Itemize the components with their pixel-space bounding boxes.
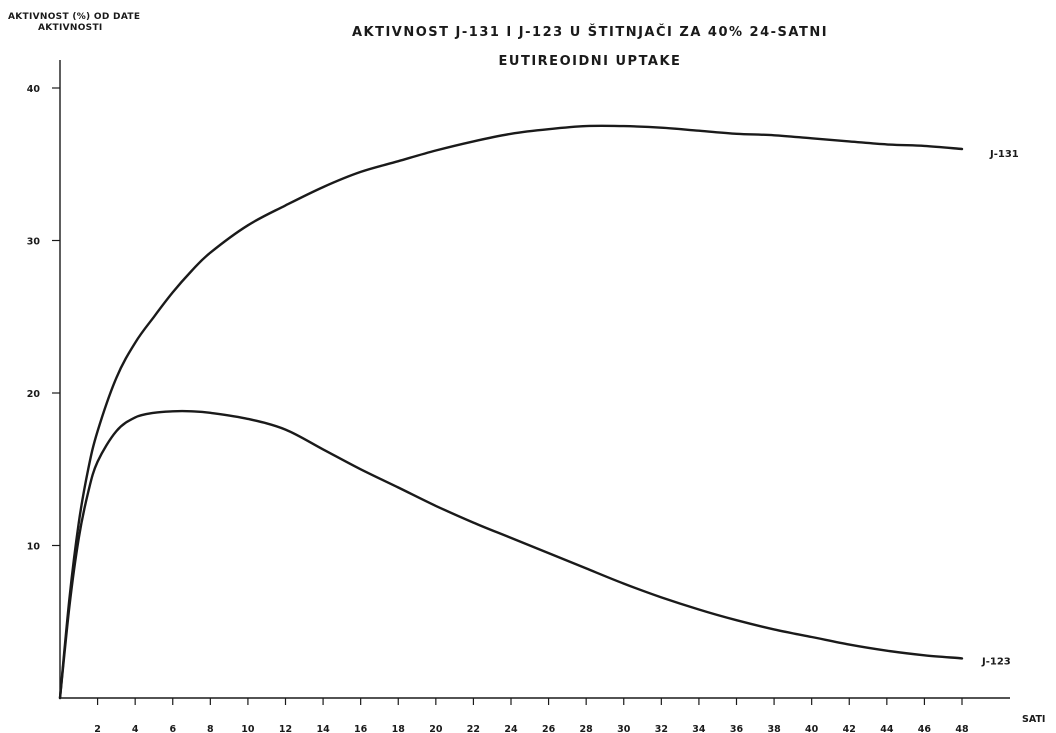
y-ticks: 10 20 30 40: [27, 84, 60, 553]
y-tick-label-40: 40: [27, 84, 41, 95]
x-tick-label-48: 48: [955, 724, 969, 733]
x-tick-label-26: 26: [542, 724, 556, 733]
x-tick-label-6: 6: [169, 724, 176, 733]
x-tick-label-24: 24: [504, 724, 518, 733]
x-tick-label-18: 18: [392, 724, 406, 733]
x-tick-label-38: 38: [767, 724, 781, 733]
x-tick-label-46: 46: [918, 724, 932, 733]
x-tick-label-12: 12: [279, 724, 292, 733]
x-tick-label-34: 34: [692, 724, 706, 733]
series-line-j-123: [58, 409, 964, 700]
x-tick-label-4: 4: [132, 724, 139, 733]
x-tick-label-14: 14: [316, 724, 330, 733]
x-ticks: 2 4 6 8 10 12 14 16 18 20 22 24 26 28 30 32 34 36 38 40 42 44…: [94, 698, 969, 733]
y-axis-label-line2: AKTIVNOSTI: [38, 23, 103, 33]
x-axis-label: SATI: [1022, 714, 1045, 725]
y-tick-label-10: 10: [27, 542, 41, 553]
x-tick-label-32: 32: [655, 724, 668, 733]
x-tick-label-2: 2: [94, 724, 101, 733]
x-tick-label-16: 16: [354, 724, 368, 733]
series-label-j-131: J-131: [989, 149, 1019, 160]
x-tick-label-36: 36: [730, 724, 744, 733]
x-tick-label-20: 20: [429, 724, 443, 733]
x-tick-label-40: 40: [805, 724, 819, 733]
series-label-j-123: J-123: [981, 656, 1011, 667]
x-tick-label-10: 10: [241, 724, 255, 733]
y-tick-label-30: 30: [27, 237, 41, 248]
series-group: J-131 J-123: [58, 124, 1019, 700]
x-tick-label-28: 28: [580, 724, 594, 733]
x-tick-label-8: 8: [207, 724, 214, 733]
chart-title-line1: AKTIVNOST J-131 I J-123 U ŠTITNJAČI ZA 4…: [352, 24, 828, 40]
y-axis-label-line1: AKTIVNOST (%) OD DATE: [8, 12, 140, 22]
series-line-j-131: [58, 124, 964, 700]
chart-title-line2: EUTIREOIDNI UPTAKE: [499, 54, 682, 69]
x-tick-label-30: 30: [617, 724, 631, 733]
y-tick-label-20: 20: [27, 389, 41, 400]
x-tick-label-42: 42: [843, 724, 856, 733]
x-tick-label-44: 44: [880, 724, 894, 733]
x-tick-label-22: 22: [467, 724, 480, 733]
